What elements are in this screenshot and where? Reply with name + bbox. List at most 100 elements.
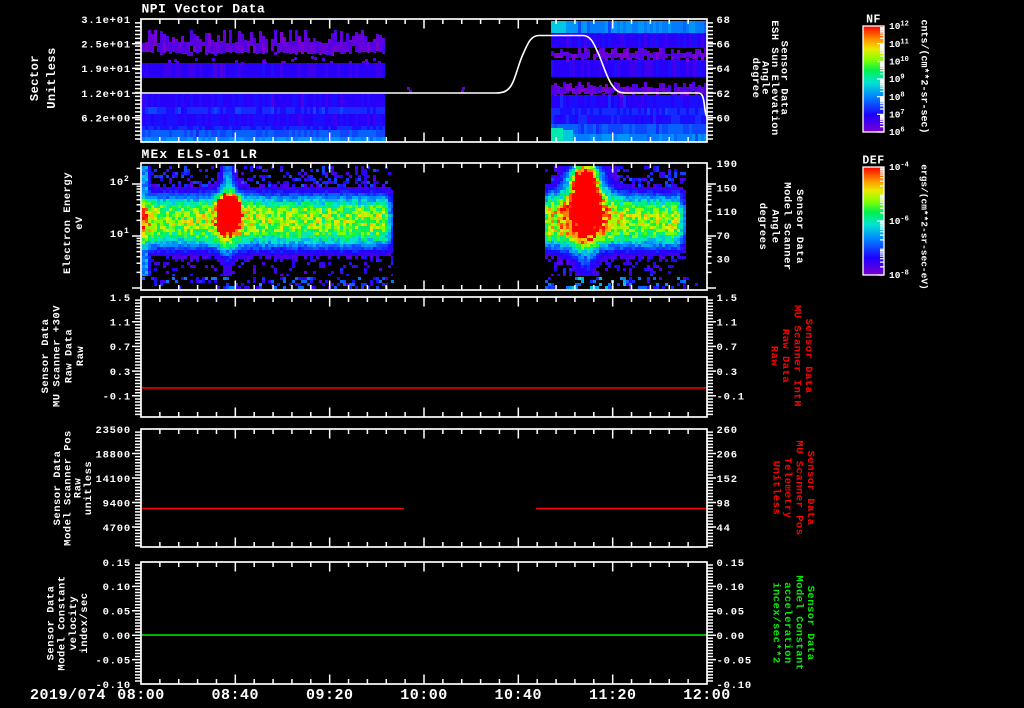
svg-text:Sensor Data: Sensor Data [46, 585, 58, 660]
svg-text:64: 64 [717, 64, 731, 76]
svg-text:0.10: 0.10 [103, 582, 131, 594]
svg-text:degree: degree [749, 58, 761, 99]
svg-text:1.5: 1.5 [110, 293, 131, 305]
svg-text:Model Scanner Pos: Model Scanner Pos [62, 430, 74, 546]
svg-text:1011: 1011 [889, 38, 909, 50]
svg-text:Sensor Data: Sensor Data [778, 41, 790, 116]
svg-text:-0.1: -0.1 [717, 392, 745, 404]
svg-text:Telemetry: Telemetry [781, 457, 793, 518]
svg-text:1.5: 1.5 [717, 293, 738, 305]
svg-text:152: 152 [717, 474, 738, 486]
svg-text:3.1e+01: 3.1e+01 [81, 15, 131, 27]
svg-text:index/sec: index/sec [79, 592, 91, 653]
svg-text:08:00: 08:00 [117, 687, 165, 704]
svg-text:ergs/(cm**2-sr-sec-eV): ergs/(cm**2-sr-sec-eV) [919, 164, 930, 289]
svg-text:Sensor Data: Sensor Data [40, 318, 52, 393]
svg-text:1.1: 1.1 [110, 318, 131, 330]
svg-text:18800: 18800 [95, 449, 131, 461]
svg-text:44: 44 [717, 523, 731, 535]
svg-text:60: 60 [717, 114, 731, 126]
svg-text:acceleration: acceleration [781, 582, 793, 664]
svg-text:MU Scanner +30V: MU Scanner +30V [52, 305, 64, 407]
svg-text:Model Scanner: Model Scanner [781, 182, 793, 270]
svg-text:14100: 14100 [95, 474, 131, 486]
svg-text:eV: eV [74, 216, 86, 230]
svg-text:ESH Sun Elevation: ESH Sun Elevation [768, 20, 780, 136]
svg-text:0.15: 0.15 [103, 558, 131, 570]
svg-text:0.10: 0.10 [717, 582, 745, 594]
svg-text:0.3: 0.3 [110, 367, 131, 379]
svg-text:12:00: 12:00 [683, 687, 731, 704]
svg-text:DEF: DEF [862, 155, 884, 168]
svg-text:Sector: Sector [28, 55, 42, 101]
svg-text:Raw Data: Raw Data [63, 329, 75, 384]
svg-text:2019/074: 2019/074 [30, 687, 106, 704]
svg-text:0.15: 0.15 [717, 558, 745, 570]
svg-text:Unitless: Unitless [45, 47, 59, 109]
svg-text:Sensor Data: Sensor Data [52, 450, 64, 525]
svg-text:10-6: 10-6 [889, 216, 909, 228]
svg-text:1.9e+01: 1.9e+01 [81, 64, 131, 76]
svg-text:-0.10: -0.10 [717, 680, 753, 692]
svg-text:30: 30 [717, 254, 731, 266]
svg-text:0.3: 0.3 [717, 367, 738, 379]
svg-text:-0.05: -0.05 [717, 655, 753, 667]
svg-text:70: 70 [717, 231, 731, 243]
svg-text:190: 190 [717, 159, 738, 171]
svg-text:106: 106 [889, 127, 905, 139]
svg-text:Sensor Data: Sensor Data [793, 189, 805, 264]
svg-text:108: 108 [889, 91, 905, 103]
svg-text:Sensor Data: Sensor Data [804, 451, 816, 526]
svg-text:1010: 1010 [889, 56, 909, 68]
svg-text:10-8: 10-8 [889, 270, 909, 282]
svg-text:0.00: 0.00 [717, 631, 745, 643]
svg-text:NPI Vector Data: NPI Vector Data [142, 2, 266, 17]
svg-text:109: 109 [889, 74, 905, 86]
svg-text:110: 110 [717, 207, 738, 219]
svg-text:150: 150 [717, 183, 738, 195]
svg-text:Angle: Angle [759, 61, 771, 95]
svg-text:23500: 23500 [95, 425, 131, 437]
svg-text:Unitless: Unitless [770, 461, 782, 515]
svg-text:68: 68 [717, 15, 731, 27]
svg-text:11:20: 11:20 [589, 687, 637, 704]
svg-text:MU Scanner IntH: MU Scanner IntH [791, 305, 803, 407]
svg-text:unitless: unitless [83, 461, 95, 515]
svg-text:1012: 1012 [889, 21, 909, 33]
svg-text:Model Constant: Model Constant [57, 575, 69, 670]
svg-text:Sensor Data: Sensor Data [802, 319, 814, 394]
svg-text:-0.10: -0.10 [95, 680, 131, 692]
svg-text:10-4: 10-4 [889, 162, 909, 174]
svg-text:MU Scanner Pos: MU Scanner Pos [793, 440, 805, 535]
svg-text:Sensor Data: Sensor Data [804, 586, 816, 661]
svg-text:incex/sec**2: incex/sec**2 [770, 582, 782, 664]
svg-text:260: 260 [717, 425, 738, 437]
svg-text:0.05: 0.05 [103, 607, 131, 619]
svg-text:1.1: 1.1 [717, 318, 738, 330]
svg-text:velocity: velocity [68, 596, 80, 651]
svg-text:4700: 4700 [103, 523, 131, 535]
svg-text:107: 107 [889, 109, 905, 121]
svg-text:98: 98 [717, 498, 731, 510]
svg-text:206: 206 [717, 449, 738, 461]
svg-text:Raw Data: Raw Data [779, 329, 791, 384]
svg-text:NF: NF [866, 14, 881, 27]
svg-text:0.7: 0.7 [717, 342, 738, 354]
svg-text:Raw: Raw [768, 346, 780, 367]
svg-text:0.00: 0.00 [103, 631, 131, 643]
svg-text:10:40: 10:40 [495, 687, 543, 704]
svg-text:6.2e+00: 6.2e+00 [81, 114, 131, 126]
svg-text:62: 62 [717, 89, 731, 101]
svg-text:2.5e+01: 2.5e+01 [81, 40, 131, 52]
svg-text:cnts/(cm**2-sr-sec): cnts/(cm**2-sr-sec) [918, 19, 930, 133]
svg-text:MEx ELS-01 LR: MEx ELS-01 LR [142, 147, 258, 162]
svg-text:-0.05: -0.05 [95, 655, 131, 667]
svg-text:08:40: 08:40 [212, 687, 260, 704]
svg-text:0.05: 0.05 [717, 607, 745, 619]
svg-text:Raw: Raw [73, 478, 85, 499]
svg-text:Angle: Angle [768, 209, 780, 243]
svg-text:9400: 9400 [103, 498, 131, 510]
svg-text:66: 66 [717, 40, 731, 52]
svg-text:09:20: 09:20 [306, 687, 354, 704]
svg-text:-0.1: -0.1 [103, 392, 131, 404]
